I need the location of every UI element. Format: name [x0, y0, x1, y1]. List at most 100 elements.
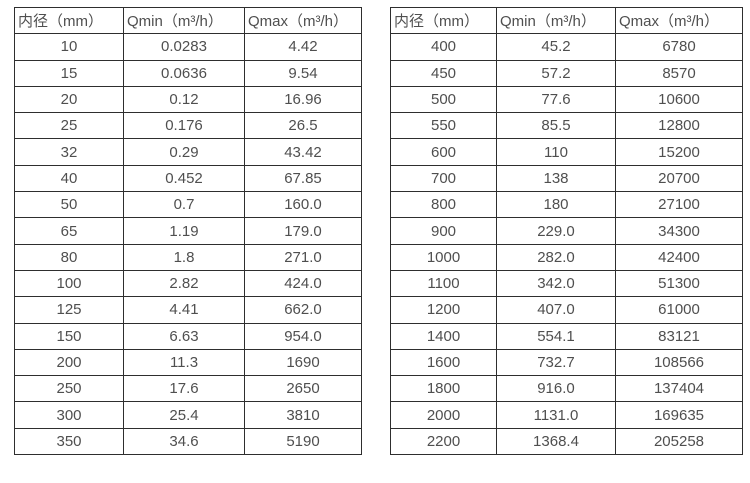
- cell-qmin: 1.8: [123, 243, 245, 271]
- cell-qmax: 179.0: [244, 217, 362, 245]
- cell-qmax: 4.42: [244, 33, 362, 61]
- cell-inner-diameter: 1600: [390, 348, 497, 377]
- flow-spec-tables-container: 内径（mm） Qmin（m³/h） Qmax（m³/h） 10 0.0283 4.4…: [14, 6, 743, 456]
- table-row: 200 11.3 1690: [14, 348, 362, 377]
- table-row: 300 25.4 3810: [14, 401, 362, 429]
- table-row: 900 229.0 34300: [390, 217, 743, 245]
- cell-qmin: 229.0: [496, 217, 616, 245]
- cell-inner-diameter: 1000: [390, 243, 497, 271]
- cell-inner-diameter: 20: [14, 85, 124, 114]
- table-row: 1600 732.7 108566: [390, 348, 743, 377]
- cell-qmax: 3810: [244, 401, 362, 429]
- table-body: 10 0.0283 4.42 15 0.0636 9.54 20 0.12 16.96 25 0.1…: [14, 33, 362, 456]
- cell-inner-diameter: 100: [14, 269, 124, 298]
- cell-inner-diameter: 700: [390, 164, 497, 193]
- cell-inner-diameter: 900: [390, 217, 497, 245]
- cell-inner-diameter: 15: [14, 59, 124, 87]
- cell-qmax: 43.42: [244, 138, 362, 166]
- table-row: 800 180 27100: [390, 191, 743, 219]
- cell-inner-diameter: 25: [14, 112, 124, 140]
- cell-qmax: 1690: [244, 348, 362, 377]
- cell-qmin: 4.41: [123, 296, 245, 324]
- cell-inner-diameter: 32: [14, 138, 124, 166]
- header-qmax: Qmax（m³/h）: [244, 6, 362, 35]
- table-row: 400 45.2 6780: [390, 33, 743, 61]
- cell-qmin: 85.5: [496, 112, 616, 140]
- cell-qmax: 169635: [615, 401, 743, 429]
- table-row: 100 2.82 424.0: [14, 269, 362, 298]
- table-row: 500 77.6 10600: [390, 85, 743, 114]
- cell-qmax: 9.54: [244, 59, 362, 87]
- cell-qmin: 0.0636: [123, 59, 245, 87]
- cell-inner-diameter: 80: [14, 243, 124, 271]
- cell-inner-diameter: 250: [14, 375, 124, 403]
- cell-qmin: 0.29: [123, 138, 245, 166]
- cell-qmin: 1.19: [123, 217, 245, 245]
- cell-inner-diameter: 600: [390, 138, 497, 166]
- cell-qmax: 34300: [615, 217, 743, 245]
- cell-qmax: 108566: [615, 348, 743, 377]
- table-row: 125 4.41 662.0: [14, 296, 362, 324]
- cell-qmax: 5190: [244, 427, 362, 456]
- cell-inner-diameter: 500: [390, 85, 497, 114]
- cell-qmax: 51300: [615, 269, 743, 298]
- header-inner-diameter: 内径（mm）: [14, 6, 124, 35]
- cell-qmin: 407.0: [496, 296, 616, 324]
- cell-inner-diameter: 450: [390, 59, 497, 87]
- table-row: 2000 1131.0 169635: [390, 401, 743, 429]
- cell-qmax: 205258: [615, 427, 743, 456]
- cell-qmin: 916.0: [496, 375, 616, 403]
- cell-qmin: 0.452: [123, 164, 245, 193]
- cell-inner-diameter: 800: [390, 191, 497, 219]
- table-row: 1400 554.1 83121: [390, 322, 743, 350]
- table-row: 1200 407.0 61000: [390, 296, 743, 324]
- cell-qmax: 20700: [615, 164, 743, 193]
- cell-inner-diameter: 300: [14, 401, 124, 429]
- cell-qmax: 160.0: [244, 191, 362, 219]
- cell-inner-diameter: 65: [14, 217, 124, 245]
- cell-qmin: 110: [496, 138, 616, 166]
- cell-qmin: 57.2: [496, 59, 616, 87]
- cell-qmax: 12800: [615, 112, 743, 140]
- table-header-row: 内径（mm） Qmin（m³/h） Qmax（m³/h）: [14, 6, 362, 35]
- cell-qmin: 0.176: [123, 112, 245, 140]
- table-row: 1000 282.0 42400: [390, 243, 743, 271]
- table-row: 550 85.5 12800: [390, 112, 743, 140]
- table-row: 40 0.452 67.85: [14, 164, 362, 193]
- cell-inner-diameter: 1200: [390, 296, 497, 324]
- cell-qmax: 15200: [615, 138, 743, 166]
- table-header-row: 内径（mm） Qmin（m³/h） Qmax（m³/h）: [390, 6, 743, 35]
- cell-qmin: 0.0283: [123, 33, 245, 61]
- table-row: 600 110 15200: [390, 138, 743, 166]
- cell-inner-diameter: 1800: [390, 375, 497, 403]
- cell-qmax: 6780: [615, 33, 743, 61]
- cell-qmin: 180: [496, 191, 616, 219]
- cell-qmax: 8570: [615, 59, 743, 87]
- table-row: 25 0.176 26.5: [14, 112, 362, 140]
- cell-qmin: 732.7: [496, 348, 616, 377]
- cell-qmax: 10600: [615, 85, 743, 114]
- table-row: 1800 916.0 137404: [390, 375, 743, 403]
- table-row: 700 138 20700: [390, 164, 743, 193]
- cell-inner-diameter: 150: [14, 322, 124, 350]
- cell-qmin: 554.1: [496, 322, 616, 350]
- table-row: 80 1.8 271.0: [14, 243, 362, 271]
- cell-qmin: 138: [496, 164, 616, 193]
- cell-qmin: 342.0: [496, 269, 616, 298]
- cell-qmax: 2650: [244, 375, 362, 403]
- cell-qmin: 17.6: [123, 375, 245, 403]
- cell-qmin: 1368.4: [496, 427, 616, 456]
- table-row: 1100 342.0 51300: [390, 269, 743, 298]
- cell-inner-diameter: 350: [14, 427, 124, 456]
- table-row: 32 0.29 43.42: [14, 138, 362, 166]
- cell-qmax: 662.0: [244, 296, 362, 324]
- cell-qmin: 0.12: [123, 85, 245, 114]
- cell-qmax: 42400: [615, 243, 743, 271]
- table-row: 250 17.6 2650: [14, 375, 362, 403]
- table-row: 20 0.12 16.96: [14, 85, 362, 114]
- cell-qmin: 1131.0: [496, 401, 616, 429]
- cell-qmin: 25.4: [123, 401, 245, 429]
- header-qmin: Qmin（m³/h）: [123, 6, 245, 35]
- cell-inner-diameter: 1100: [390, 269, 497, 298]
- cell-qmin: 11.3: [123, 348, 245, 377]
